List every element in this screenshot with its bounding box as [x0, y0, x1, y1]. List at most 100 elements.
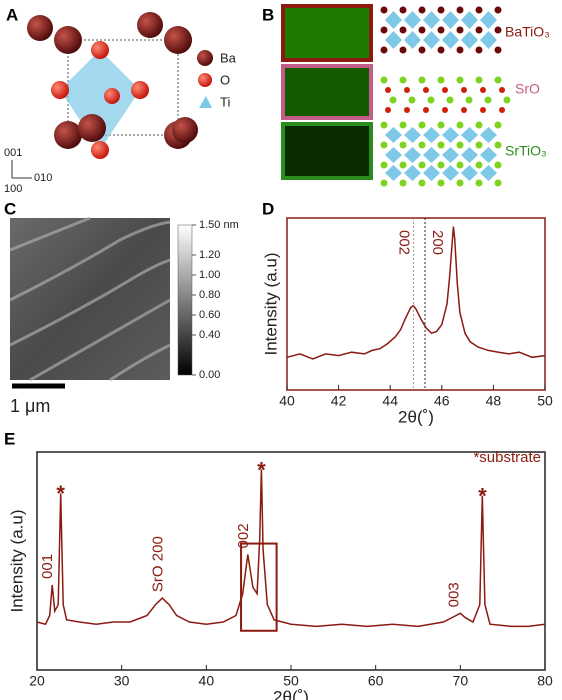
peak-label: 001 — [39, 554, 56, 579]
colorbar — [177, 224, 193, 376]
x-tick-label: 42 — [331, 393, 347, 409]
octahedron — [442, 127, 459, 143]
atom — [475, 26, 483, 34]
layer-label: SrTiO₃ — [505, 143, 547, 159]
plot-frame — [36, 451, 546, 671]
atom — [399, 46, 407, 54]
atom — [494, 141, 502, 149]
colorbar-label: 0.40 — [199, 329, 220, 341]
panel-letter: B — [262, 5, 274, 24]
atom — [456, 179, 464, 187]
atom — [418, 121, 426, 129]
atom — [456, 161, 464, 169]
y-axis-label: Intensity (a.u) — [7, 510, 26, 613]
rheed-image — [281, 122, 373, 180]
atom — [385, 107, 391, 113]
atom — [456, 121, 464, 129]
x-axis-label: 2θ(˚) — [273, 687, 309, 700]
colorbar-label: 0.00 — [199, 369, 220, 381]
scale-bar-label: 1 μm — [10, 396, 50, 416]
atom — [380, 26, 388, 34]
atom — [494, 76, 502, 84]
atom — [456, 46, 464, 54]
atom — [399, 141, 407, 149]
atom — [475, 6, 483, 14]
layer-label: BaTiO₃ — [505, 24, 550, 40]
atom — [385, 87, 391, 93]
atom — [456, 76, 464, 84]
atom — [437, 179, 445, 187]
colorbar-label: 0.80 — [199, 289, 220, 301]
atom — [437, 26, 445, 34]
layer-label: SrO — [515, 81, 540, 97]
substrate-marker: * — [56, 481, 65, 506]
substrate-marker: * — [478, 483, 487, 508]
octahedron — [385, 127, 402, 143]
panel-letter: E — [4, 429, 15, 448]
atom — [399, 6, 407, 14]
atom — [494, 121, 502, 129]
panel-letter: A — [6, 5, 18, 24]
atom — [437, 161, 445, 169]
atom — [380, 76, 388, 84]
atom — [418, 76, 426, 84]
octahedron — [423, 31, 440, 49]
atom — [456, 141, 464, 149]
ba-atom — [164, 26, 192, 54]
data-line — [286, 226, 546, 360]
o-atom — [51, 81, 69, 99]
atom — [494, 161, 502, 169]
ba-atom — [78, 114, 106, 142]
octahedron — [480, 165, 497, 181]
o-atom — [104, 88, 120, 104]
axis-label: 010 — [34, 172, 52, 184]
ba-atom — [54, 121, 82, 149]
octahedron — [480, 31, 497, 49]
octahedron — [442, 11, 459, 29]
atom — [399, 26, 407, 34]
octahedron — [60, 50, 140, 150]
atom — [437, 46, 445, 54]
x-tick-label: 50 — [283, 673, 299, 689]
octahedron — [385, 11, 402, 29]
x-tick-label: 80 — [537, 673, 553, 689]
data-line — [36, 469, 546, 628]
unit-cell — [67, 39, 179, 136]
atom — [461, 87, 467, 93]
octahedron — [480, 127, 497, 143]
x-tick-label: 60 — [368, 673, 384, 689]
octahedron — [423, 127, 440, 143]
atom — [503, 96, 511, 104]
atom — [480, 87, 486, 93]
panel-a: A Ba O Ti 001 100 010 — [4, 5, 237, 194]
atom — [399, 161, 407, 169]
ba-atom — [172, 117, 198, 143]
x-tick-label: 30 — [114, 673, 130, 689]
atom — [418, 141, 426, 149]
y-axis-label: Intensity (a.u) — [261, 253, 280, 356]
colorbar-label: 1.50 nm — [199, 219, 239, 231]
atom — [499, 107, 505, 113]
afm-image — [10, 218, 170, 380]
substrate-marker: * — [257, 457, 266, 482]
atom — [418, 46, 426, 54]
atom — [494, 179, 502, 187]
x-tick-label: 50 — [537, 393, 553, 409]
atom — [475, 121, 483, 129]
atom — [475, 161, 483, 169]
atom — [408, 96, 416, 104]
octahedron — [442, 147, 459, 163]
atom — [446, 96, 454, 104]
panel-b: B BaTiO₃ SrO SrTiO₃ — [262, 4, 550, 187]
plot-frame — [286, 217, 546, 391]
octahedron — [385, 165, 402, 181]
octahedron — [385, 147, 402, 163]
octahedron — [461, 165, 478, 181]
octahedron — [404, 31, 421, 49]
atom — [475, 141, 483, 149]
atom — [418, 6, 426, 14]
atom — [389, 96, 397, 104]
colorbar-label: 0.60 — [199, 309, 220, 321]
x-tick-label: 70 — [453, 673, 469, 689]
octahedron — [404, 165, 421, 181]
